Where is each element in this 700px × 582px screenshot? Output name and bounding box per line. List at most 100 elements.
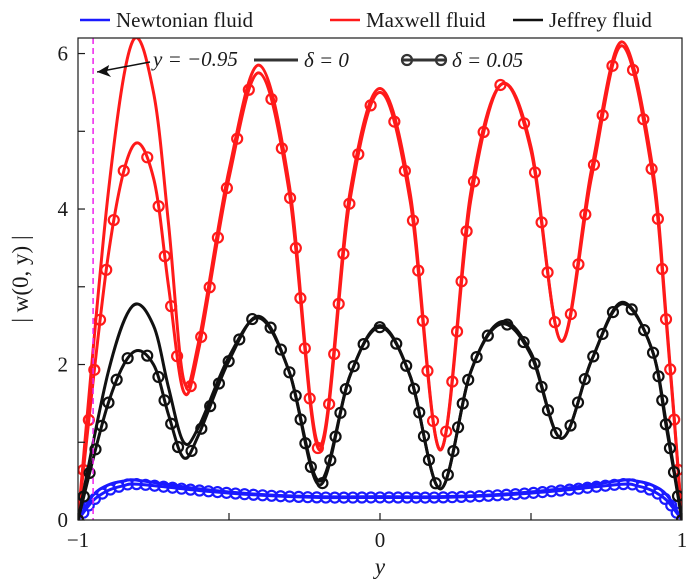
series-marker: [667, 466, 681, 479]
series-marker: [339, 383, 352, 396]
series-marker: [535, 380, 548, 393]
series-marker: [460, 225, 473, 238]
series-marker: [422, 453, 436, 467]
series-marker: [549, 426, 563, 440]
series-marker: [645, 162, 658, 175]
series-marker: [528, 166, 542, 179]
series-marker: [299, 437, 312, 450]
series-marker: [332, 297, 345, 310]
series-marker: [671, 489, 682, 503]
series-marker: [231, 132, 244, 145]
series-marker: [352, 148, 365, 161]
series-marker: [334, 406, 347, 419]
legend-marker: [400, 53, 414, 67]
series-marker: [265, 92, 278, 106]
series-marker: [304, 460, 317, 474]
series-marker: [407, 382, 421, 395]
legend-entry-delta-0: δ = 0: [254, 48, 349, 72]
series-marker: [481, 329, 494, 342]
series-marker: [625, 303, 638, 316]
series-marker: [171, 440, 185, 454]
series-marker: [83, 466, 96, 479]
series-marker: [451, 421, 465, 434]
series-marker: [152, 200, 165, 213]
series-marker: [195, 330, 208, 343]
series-marker: [455, 275, 468, 288]
series-marker: [328, 347, 341, 361]
series-marker: [102, 396, 115, 409]
series-marker: [107, 213, 120, 227]
series-marker: [579, 208, 592, 221]
series-marker: [528, 357, 541, 370]
series-marker: [88, 363, 101, 376]
series-marker: [357, 338, 370, 351]
legend: Newtonian fluid Maxwell fluid Jeffrey flui…: [80, 8, 652, 72]
series-marker: [587, 350, 600, 363]
series-marker: [289, 241, 302, 255]
series-marker: [501, 318, 514, 331]
series-marker: [517, 117, 531, 130]
series-marker: [446, 375, 459, 388]
series-jeffrey-delta-0.05: [78, 302, 682, 520]
series-marker: [398, 164, 411, 177]
series-marker: [283, 366, 296, 379]
series-marker: [596, 109, 609, 122]
series-marker: [417, 430, 431, 443]
series-marker: [564, 307, 577, 321]
series-marker: [373, 321, 386, 334]
series-marker: [406, 214, 420, 227]
legend-entry-jeffrey: Jeffrey fluid: [513, 8, 652, 32]
series-marker: [89, 443, 102, 456]
series-marker: [462, 373, 475, 386]
series-marker: [656, 262, 669, 276]
series-marker: [141, 349, 154, 362]
series-marker: [203, 281, 216, 294]
series-marker: [663, 442, 677, 455]
x-tick-label: 1: [677, 528, 688, 552]
series-marker: [110, 373, 123, 386]
series-marker: [283, 191, 297, 205]
series-layer: [78, 38, 682, 520]
legend-marker: [434, 53, 448, 67]
series-marker: [121, 352, 134, 365]
series-marker: [606, 306, 620, 319]
x-tick-label: 0: [375, 528, 386, 552]
series-marker: [246, 312, 259, 326]
series-marker: [364, 99, 377, 112]
series-marker: [541, 266, 554, 279]
series-marker: [311, 441, 324, 455]
series-marker: [416, 314, 429, 327]
series-marker: [564, 419, 577, 432]
series-marker: [323, 398, 336, 411]
series-marker: [548, 316, 561, 329]
series-marker: [646, 346, 660, 359]
series-marker: [211, 231, 224, 244]
y-tick-label: 6: [58, 42, 69, 66]
series-marker: [638, 324, 651, 337]
series-marker: [664, 363, 677, 376]
series-marker: [626, 63, 640, 77]
annotation-layer: y = −0.95: [92, 38, 238, 520]
series-marker: [587, 158, 601, 171]
series-marker: [606, 59, 619, 72]
series-marker: [184, 380, 197, 393]
series-marker: [637, 113, 650, 126]
y-tick-label: 0: [58, 508, 69, 532]
series-marker: [388, 115, 401, 128]
legend-label: δ = 0.05: [452, 48, 523, 72]
series-line: [78, 302, 682, 520]
series-marker: [651, 212, 664, 225]
series-marker: [343, 197, 356, 210]
series-marker: [294, 413, 307, 426]
series-marker: [165, 300, 178, 313]
series-marker: [337, 247, 350, 260]
series-marker: [117, 164, 130, 177]
series-marker: [93, 313, 107, 326]
series-marker: [95, 419, 108, 432]
series-marker: [204, 400, 217, 413]
x-tick-label: −1: [67, 528, 89, 552]
y-tick-label: 4: [58, 197, 69, 221]
series-marker: [535, 216, 548, 229]
